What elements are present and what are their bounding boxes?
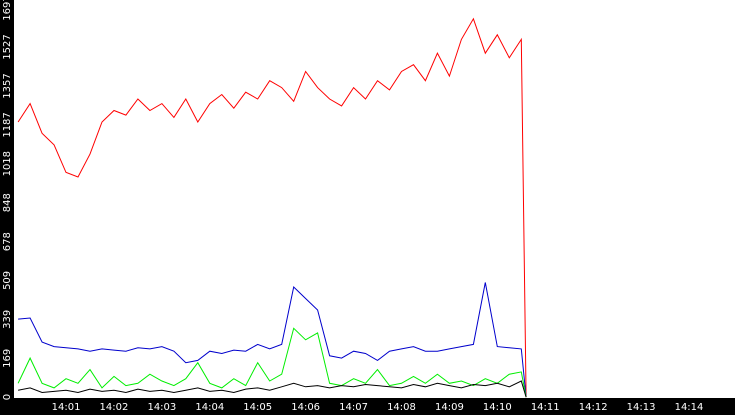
y-tick-label: 509 [2,271,13,290]
x-tick-label: 14:10 [483,402,512,413]
y-tick-label: 339 [2,310,13,329]
x-tick-label: 14:02 [100,402,129,413]
y-tick-label: 1357 [2,73,13,98]
x-tick-label: 14:12 [579,402,608,413]
series-line [18,380,527,398]
series-line [17,327,527,398]
series-line [17,17,527,398]
y-tick-label: 1187 [2,112,13,137]
y-tick-label: 848 [2,193,13,212]
plot-area [14,0,735,398]
x-tick-label: 14:01 [52,402,81,413]
x-tick-label: 14:07 [339,402,368,413]
x-tick-label: 14:11 [531,402,560,413]
x-tick-label: 14:08 [387,402,416,413]
x-tick-label: 14:13 [627,402,656,413]
y-tick-label: 1527 [2,34,13,59]
series-line [18,282,527,398]
x-tick-label: 14:06 [291,402,320,413]
y-tick-label: 1697 [2,0,13,21]
y-tick-label: 678 [2,232,13,251]
y-tick-label: 169 [2,349,13,368]
x-tick-label: 14:04 [195,402,224,413]
y-tick-label: 1018 [2,151,13,176]
x-tick-label: 14:09 [435,402,464,413]
y-tick-label: 0 [2,394,13,400]
x-tick-label: 14:14 [675,402,704,413]
x-tick-label: 14:05 [243,402,272,413]
x-tick-label: 14:03 [147,402,176,413]
